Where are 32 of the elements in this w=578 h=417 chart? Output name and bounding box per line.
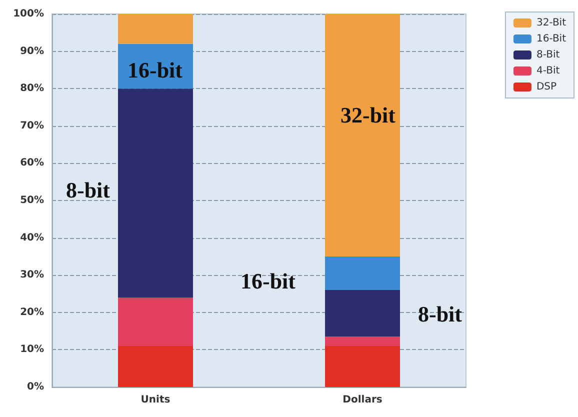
annotation: 32-bit bbox=[340, 102, 396, 128]
annotation: 8-bit bbox=[66, 178, 111, 202]
legend-label: DSP bbox=[536, 82, 557, 92]
x-tick-label: Dollars bbox=[342, 394, 382, 406]
bar bbox=[325, 346, 400, 387]
legend-label: 16-Bit bbox=[536, 34, 566, 44]
y-tick-label: 90% bbox=[20, 46, 44, 57]
annotation: 8-bit bbox=[418, 302, 463, 326]
y-tick-label: 100% bbox=[13, 8, 44, 20]
y-tick-label: 40% bbox=[20, 232, 44, 244]
y-tick-label: 60% bbox=[20, 158, 44, 169]
y-tick-label: 70% bbox=[20, 120, 44, 132]
legend-label: 8-Bit bbox=[536, 50, 560, 60]
bar bbox=[118, 346, 193, 387]
y-tick-label: 50% bbox=[20, 195, 44, 206]
bar bbox=[325, 290, 400, 337]
y-tick-label: 30% bbox=[20, 270, 44, 281]
bar bbox=[325, 14, 400, 256]
bar bbox=[118, 297, 193, 346]
bar bbox=[118, 14, 193, 44]
legend-label: 32-Bit bbox=[536, 18, 566, 28]
legend-label: 4-Bit bbox=[536, 66, 560, 76]
y-tick-label: 0% bbox=[27, 382, 44, 392]
annotation: 16-bit bbox=[240, 268, 296, 294]
bar bbox=[325, 336, 400, 346]
x-tick-label: Units bbox=[140, 394, 170, 406]
bar bbox=[118, 88, 193, 298]
y-tick-label: 20% bbox=[20, 306, 44, 318]
annotation: 16-bit bbox=[128, 58, 184, 82]
bar bbox=[325, 256, 400, 290]
y-tick-label: 80% bbox=[20, 83, 44, 94]
y-tick-label: 10% bbox=[20, 344, 44, 356]
